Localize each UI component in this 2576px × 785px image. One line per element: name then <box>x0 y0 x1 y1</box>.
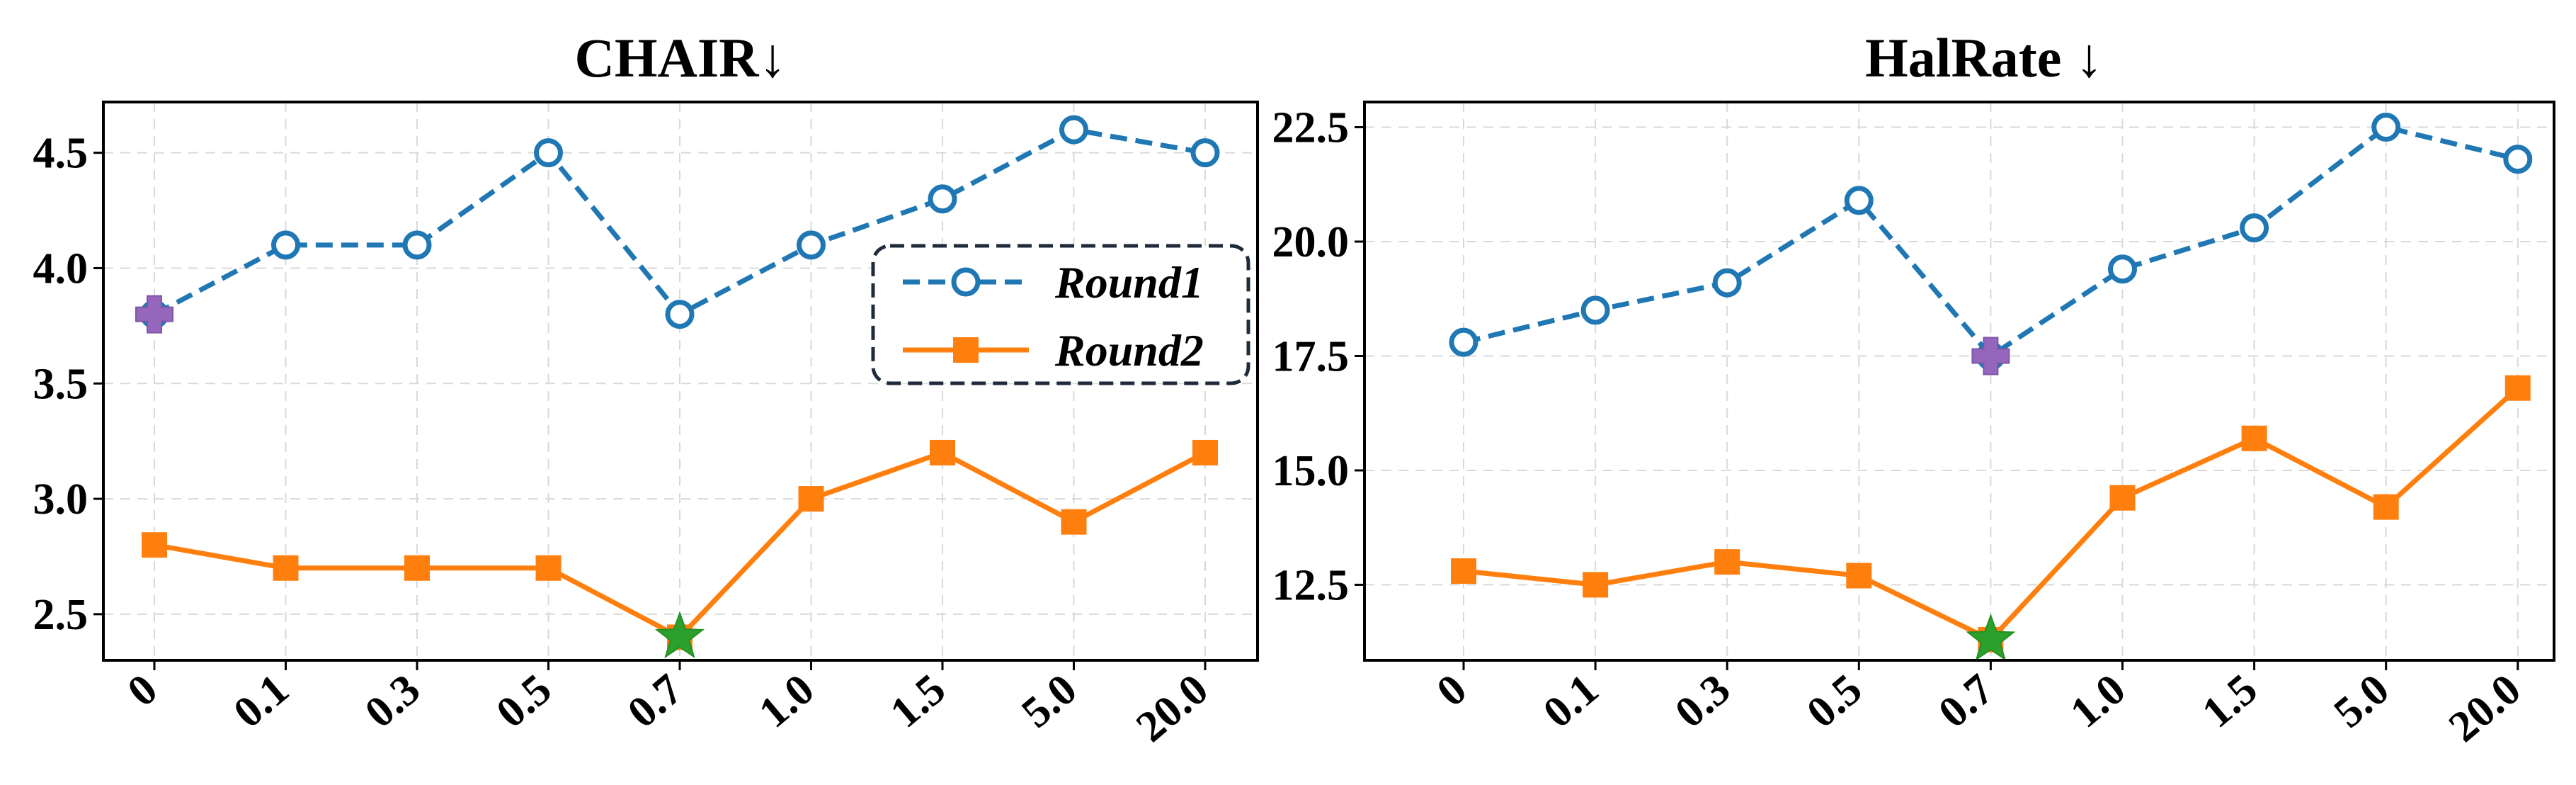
legend-swatch-marker <box>951 267 981 297</box>
data-point <box>1583 572 1609 598</box>
x-tick-label: 0.1 <box>224 665 297 738</box>
data-point <box>1580 295 1610 325</box>
x-tick-label: 5.0 <box>2325 665 2398 738</box>
data-point <box>142 532 167 558</box>
data-point <box>2373 494 2399 520</box>
data-point <box>930 439 955 465</box>
data-point <box>1190 138 1220 168</box>
legend: Round1 Round2 <box>871 244 1250 385</box>
y-tick-label: 2.5 <box>33 591 89 639</box>
data-point <box>798 486 824 512</box>
y-tick-label: 4.0 <box>33 244 89 293</box>
data-point <box>1846 563 1872 589</box>
x-tick-label: 1.0 <box>2061 665 2134 738</box>
series-line-round1 <box>1463 125 2519 358</box>
x-tick-label: 1.0 <box>750 665 823 738</box>
y-tick-label: 12.5 <box>1272 561 1350 609</box>
data-point <box>928 184 957 214</box>
data-point <box>1844 186 1874 215</box>
y-tick-label: 20.0 <box>1272 218 1350 266</box>
y-tick-label: 22.5 <box>1272 104 1350 152</box>
y-tick-label: 15.0 <box>1272 447 1350 495</box>
data-point <box>2240 213 2269 243</box>
x-tick-label: 0 <box>1428 665 1476 716</box>
chart-title: CHAIR↓ <box>574 27 786 89</box>
plot-frame <box>102 101 1259 662</box>
x-tick-label: 20.0 <box>2440 665 2530 752</box>
x-tick-label: 0.5 <box>1798 665 1871 738</box>
data-point <box>1449 327 1478 357</box>
data-point <box>534 138 563 168</box>
x-tick-label: 0 <box>119 665 166 716</box>
x-tick-label: 1.5 <box>2194 665 2267 738</box>
y-tick-label: 3.5 <box>33 360 89 408</box>
legend-swatch-marker <box>953 337 979 363</box>
data-point <box>271 230 300 260</box>
highlight-point-plus <box>135 295 173 334</box>
data-point <box>797 230 826 260</box>
data-point <box>2241 425 2267 451</box>
series-round1 <box>139 115 1220 329</box>
data-point <box>1192 439 1218 465</box>
plot-frame <box>1363 101 2555 662</box>
best-point-star <box>654 611 705 659</box>
y-tick-label: 17.5 <box>1272 332 1350 380</box>
x-tick-label: 0.1 <box>1534 665 1607 738</box>
series-round1 <box>1449 113 2533 371</box>
data-point <box>665 300 695 329</box>
data-point <box>1059 115 1088 145</box>
legend-label-round2: Round2 <box>1054 325 1204 375</box>
data-point <box>1061 509 1087 535</box>
x-tick-label: 0.7 <box>1930 665 2002 738</box>
x-tick-label: 0.3 <box>1666 665 1739 738</box>
data-point <box>1451 558 1476 584</box>
y-tick-label: 4.5 <box>33 130 89 178</box>
best-point-star <box>1966 613 2016 661</box>
data-point <box>1712 268 1742 298</box>
grid-lines <box>103 102 1258 660</box>
x-tick-label: 0.3 <box>356 665 429 738</box>
x-tick-label: 5.0 <box>1013 665 1085 738</box>
data-point <box>2504 375 2531 401</box>
data-point <box>535 555 562 581</box>
data-point <box>2503 145 2533 174</box>
x-tick-label: 0.7 <box>619 665 692 738</box>
legend-label-round1: Round1 <box>1054 257 1204 307</box>
chart-title: HalRate ↓ <box>1865 27 2103 89</box>
grid-lines <box>1364 102 2554 660</box>
data-point <box>1714 549 1740 575</box>
x-tick-label: 20.0 <box>1127 665 1217 752</box>
chart-panel-1: CHAIR↓ 2.5 3.0 3.5 4.0 4.5 0 0.1 0.3 0.5 0.7 1.0 1.5… <box>33 27 1259 752</box>
data-point <box>404 555 430 581</box>
data-point <box>402 230 432 260</box>
data-point <box>2109 485 2136 511</box>
x-tick-label: 0.5 <box>487 665 560 738</box>
chart-panel-2: HalRate ↓ 12.5 15.0 17.5 20.0 22.5 0 0.1 0.3 0.5 0… <box>1272 27 2555 751</box>
y-tick-label: 3.0 <box>33 475 89 524</box>
data-point <box>273 555 299 581</box>
data-point <box>2108 254 2137 284</box>
data-point <box>2371 113 2401 142</box>
highlight-point-plus <box>1971 337 2010 375</box>
x-tick-label: 1.5 <box>882 665 954 738</box>
